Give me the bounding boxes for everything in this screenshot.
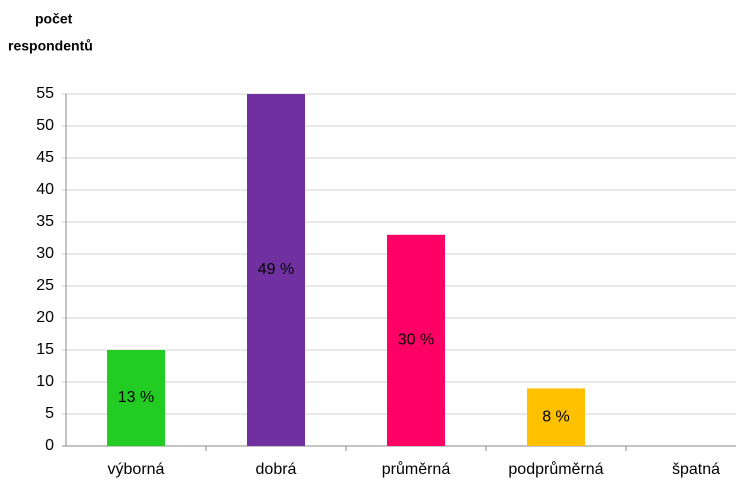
y-tick-label: 45: [36, 149, 54, 166]
y-tick-label: 50: [36, 117, 54, 134]
y-axis-label: respondentů: [8, 38, 93, 54]
x-tick-label: podprůměrná: [508, 460, 603, 478]
x-tick-label: špatná: [672, 461, 720, 478]
y-tick-label: 15: [36, 341, 54, 358]
y-tick-label: 5: [45, 405, 54, 422]
data-label: 8 %: [542, 408, 570, 425]
data-label: 49 %: [258, 261, 294, 278]
bar: [387, 234, 445, 446]
x-tick-label: výborná: [108, 461, 165, 478]
y-axis-label: počet: [35, 11, 73, 27]
bar: [247, 94, 305, 446]
y-tick-label: 30: [36, 245, 54, 262]
y-tick-label: 40: [36, 181, 54, 198]
y-tick-label: 35: [36, 213, 54, 230]
data-label: 13 %: [118, 389, 154, 406]
bar: [107, 350, 165, 446]
bar: [527, 388, 585, 446]
y-tick-label: 20: [36, 309, 54, 326]
y-tick-label: 0: [45, 437, 54, 454]
y-tick-label: 25: [36, 277, 54, 294]
y-tick-label: 10: [36, 373, 54, 390]
x-tick-label: průměrná: [382, 460, 451, 478]
y-tick-label: 55: [36, 85, 54, 102]
data-label: 30 %: [398, 332, 434, 349]
x-tick-label: dobrá: [256, 461, 297, 478]
